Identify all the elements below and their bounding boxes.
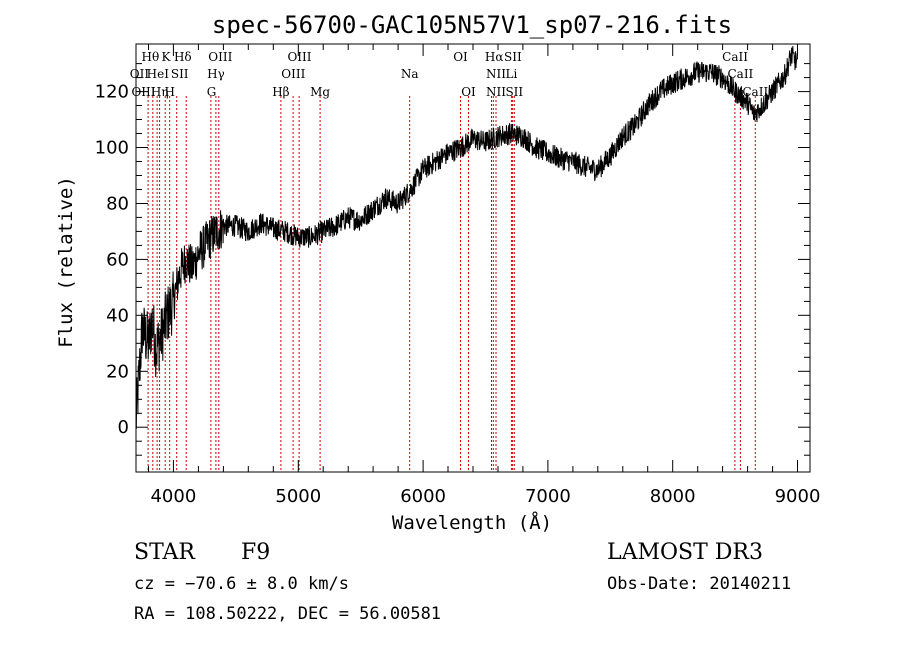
line-marker-label: SII	[171, 67, 189, 81]
line-marker-label: CaII	[742, 85, 768, 99]
plot-frame	[135, 43, 811, 473]
y-tick-label: 60	[106, 249, 129, 270]
line-marker-label: NII	[486, 85, 506, 99]
line-marker-label: Hβ	[272, 85, 289, 99]
line-marker-label: Li	[505, 67, 517, 81]
line-marker-label: G	[207, 85, 217, 99]
x-axis-label: Wavelength (Å)	[392, 511, 552, 534]
line-marker-label: HeI	[147, 67, 170, 81]
spectrum-trace	[135, 46, 798, 430]
line-marker-label: OI	[453, 50, 468, 64]
x-tick-label: 6000	[400, 486, 446, 507]
x-tick-label: 4000	[150, 486, 196, 507]
y-tick-label: 120	[95, 82, 129, 103]
line-marker-label: SII	[505, 85, 523, 99]
line-marker-label: SII	[504, 50, 522, 64]
y-tick-label: 80	[106, 194, 129, 215]
line-marker-label: NII	[486, 67, 506, 81]
line-marker-label: OIII	[287, 50, 311, 64]
line-marker-label: Mg	[310, 85, 330, 99]
line-marker-label: OIII	[208, 50, 232, 64]
line-marker-label: OII	[130, 67, 150, 81]
object-subclass: F9	[241, 540, 270, 565]
x-tick-label: 5000	[275, 486, 321, 507]
line-marker-label: OIII	[281, 67, 305, 81]
line-marker-label: Hα	[485, 50, 504, 64]
line-marker-label: OI	[461, 85, 476, 99]
spectrum-series	[135, 46, 798, 430]
y-tick-label: 40	[106, 305, 129, 326]
x-tick-label: 7000	[525, 486, 571, 507]
line-marker-label: Hγ	[207, 67, 225, 81]
survey-name: LAMOST DR3	[607, 540, 763, 565]
line-markers	[147, 96, 756, 472]
line-marker-label: CaII	[722, 50, 748, 64]
line-marker-label: Na	[401, 67, 419, 81]
y-axis-label: Flux (relative)	[55, 176, 77, 348]
x-tick-label: 8000	[650, 486, 696, 507]
line-marker-label: Hδ	[174, 50, 192, 64]
line-marker-label: Hη	[151, 85, 169, 99]
observation-date: Obs-Date: 20140211	[607, 574, 791, 594]
line-marker-label: K	[162, 50, 172, 64]
y-tick-label: 100	[95, 138, 129, 159]
line-marker-label: CaII	[727, 67, 753, 81]
redshift-cz: cz = −70.6 ± 8.0 km/s	[134, 574, 349, 594]
y-axis-ticks: 0 20 40 60 80 100 120	[95, 63, 810, 456]
object-class: STAR	[134, 540, 196, 565]
coordinates: RA = 108.50222, DEC = 56.00581	[134, 604, 441, 624]
y-tick-label: 0	[118, 417, 129, 438]
y-tick-label: 20	[106, 361, 129, 382]
line-marker-label: H	[164, 85, 174, 99]
x-axis-ticks: 4000 5000 6000 7000 8000 9000	[148, 44, 821, 507]
chart-title: spec-56700-GAC105N57V1_sp07-216.fits	[212, 11, 732, 39]
line-marker-label: Hθ	[142, 50, 160, 64]
x-tick-label: 9000	[775, 486, 821, 507]
